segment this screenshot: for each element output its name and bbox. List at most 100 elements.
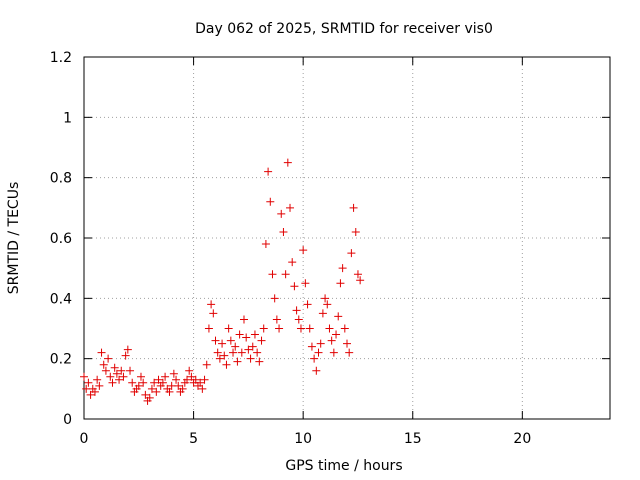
data-point — [145, 393, 154, 402]
data-point — [323, 300, 332, 309]
data-point — [356, 276, 365, 285]
data-point — [329, 348, 338, 357]
data-point — [128, 378, 137, 387]
data-point — [270, 294, 279, 303]
data-point — [248, 342, 257, 351]
data-point — [207, 300, 216, 309]
data-point — [242, 333, 251, 342]
y-tick-label: 1 — [63, 110, 72, 126]
data-point — [336, 279, 345, 288]
data-point — [174, 381, 183, 390]
data-point — [117, 366, 126, 375]
data-point — [275, 324, 284, 333]
data-point — [104, 354, 113, 363]
data-point — [310, 354, 319, 363]
data-point — [345, 348, 354, 357]
data-point — [231, 342, 240, 351]
data-point — [226, 336, 235, 345]
data-point — [224, 324, 233, 333]
data-point — [154, 375, 163, 384]
data-point — [95, 381, 104, 390]
data-point — [286, 203, 295, 212]
data-point — [250, 330, 259, 339]
data-point — [353, 270, 362, 279]
x-axis-label: GPS time / hours — [285, 458, 402, 474]
data-point — [281, 270, 290, 279]
data-point — [327, 336, 336, 345]
data-point — [264, 167, 273, 176]
data-point — [161, 372, 170, 381]
data-point — [268, 270, 277, 279]
x-tick-label: 5 — [189, 431, 198, 447]
x-tick-label: 15 — [404, 431, 422, 447]
axis-ticks: 0 0.2 0.4 0.6 0.8 1 1.2 0 5 10 15 20 — [50, 50, 610, 447]
x-tick-label: 20 — [513, 431, 531, 447]
y-tick-label: 1.2 — [50, 50, 72, 66]
data-point — [277, 209, 286, 218]
data-point — [351, 227, 360, 236]
data-point — [136, 372, 145, 381]
data-point — [121, 351, 130, 360]
data-point — [119, 372, 128, 381]
data-point — [211, 336, 220, 345]
data-point — [255, 357, 264, 366]
data-point — [237, 348, 246, 357]
data-point — [301, 279, 310, 288]
data-point — [183, 375, 192, 384]
data-point — [279, 227, 288, 236]
data-point — [90, 387, 99, 396]
data-point — [80, 372, 88, 381]
data-point — [318, 309, 327, 318]
data-point — [239, 315, 248, 324]
data-point — [169, 369, 178, 378]
data-point — [347, 249, 356, 258]
data-point — [198, 384, 207, 393]
data-point — [84, 378, 93, 387]
data-point — [172, 375, 181, 384]
data-point — [338, 264, 347, 273]
y-tick-label: 0.6 — [50, 231, 72, 247]
data-point — [340, 324, 349, 333]
data-point — [296, 324, 305, 333]
data-point — [200, 375, 209, 384]
data-point — [99, 360, 108, 369]
data-point — [220, 351, 229, 360]
data-point — [123, 345, 132, 354]
data-point — [215, 354, 224, 363]
data-point — [115, 375, 124, 384]
y-tick-label: 0.8 — [50, 171, 72, 187]
data-point — [261, 240, 270, 249]
data-point — [266, 197, 275, 206]
data-point — [97, 348, 106, 357]
data-point — [288, 258, 297, 267]
data-point — [272, 315, 281, 324]
data-point — [303, 300, 312, 309]
data-point — [235, 330, 244, 339]
data-point — [165, 387, 174, 396]
data-point — [150, 378, 159, 387]
data-point — [187, 372, 196, 381]
data-points — [80, 158, 365, 405]
data-point — [222, 360, 231, 369]
data-point — [312, 366, 321, 375]
x-tick-label: 10 — [294, 431, 312, 447]
data-point — [152, 387, 161, 396]
data-point — [204, 324, 213, 333]
data-point — [213, 348, 222, 357]
data-point — [294, 315, 303, 324]
data-point — [316, 339, 325, 348]
data-point — [209, 309, 218, 318]
data-point — [283, 158, 292, 167]
data-point — [218, 339, 227, 348]
data-point — [110, 363, 119, 372]
data-point — [253, 348, 262, 357]
data-point — [229, 348, 238, 357]
data-point — [321, 294, 330, 303]
data-point — [147, 384, 156, 393]
data-point — [257, 336, 266, 345]
data-point — [332, 330, 341, 339]
y-axis-label: SRMTID / TECUs — [6, 182, 22, 295]
data-point — [196, 378, 205, 387]
data-point — [108, 378, 117, 387]
data-point — [307, 342, 316, 351]
